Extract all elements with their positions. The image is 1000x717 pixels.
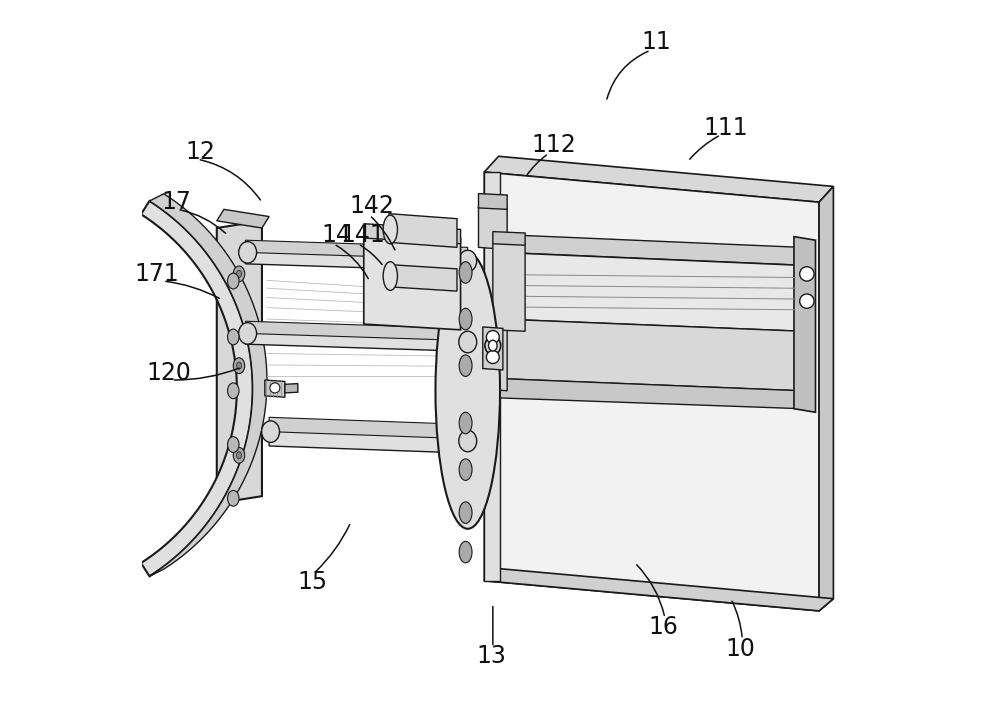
Ellipse shape — [459, 459, 472, 480]
Ellipse shape — [228, 383, 239, 399]
Ellipse shape — [233, 266, 245, 282]
Polygon shape — [217, 209, 269, 228]
Polygon shape — [149, 194, 267, 576]
Text: 10: 10 — [725, 637, 755, 661]
Polygon shape — [265, 380, 285, 397]
Polygon shape — [389, 265, 457, 291]
Polygon shape — [141, 201, 253, 576]
Text: 171: 171 — [135, 262, 180, 286]
Ellipse shape — [459, 331, 477, 353]
Ellipse shape — [228, 437, 239, 452]
Polygon shape — [483, 327, 503, 370]
Ellipse shape — [489, 341, 497, 351]
Ellipse shape — [383, 215, 397, 244]
Polygon shape — [269, 417, 468, 439]
Text: 14: 14 — [322, 223, 351, 247]
Polygon shape — [245, 326, 468, 351]
Ellipse shape — [485, 337, 501, 354]
Ellipse shape — [459, 308, 472, 330]
Text: 16: 16 — [649, 615, 678, 640]
Text: 17: 17 — [161, 190, 191, 214]
Text: 13: 13 — [476, 644, 506, 668]
Polygon shape — [484, 172, 500, 581]
Polygon shape — [500, 319, 801, 391]
Polygon shape — [389, 214, 457, 247]
Circle shape — [800, 267, 814, 281]
Polygon shape — [478, 194, 507, 209]
Ellipse shape — [228, 490, 239, 506]
Ellipse shape — [459, 412, 472, 434]
Polygon shape — [245, 240, 468, 260]
Polygon shape — [484, 172, 819, 611]
Ellipse shape — [383, 262, 397, 290]
Text: 112: 112 — [531, 133, 576, 157]
Ellipse shape — [233, 447, 245, 463]
Text: 15: 15 — [297, 570, 327, 594]
Ellipse shape — [459, 430, 477, 452]
Ellipse shape — [237, 452, 242, 459]
Polygon shape — [269, 424, 468, 453]
Ellipse shape — [237, 270, 242, 277]
Polygon shape — [484, 569, 833, 611]
Ellipse shape — [459, 541, 472, 563]
Ellipse shape — [459, 355, 472, 376]
Polygon shape — [285, 384, 298, 393]
Polygon shape — [364, 232, 461, 330]
Polygon shape — [493, 232, 525, 245]
Ellipse shape — [262, 421, 280, 442]
Polygon shape — [478, 322, 507, 391]
Circle shape — [800, 294, 814, 308]
Ellipse shape — [459, 502, 472, 523]
Ellipse shape — [239, 323, 257, 344]
Polygon shape — [245, 245, 468, 271]
Polygon shape — [500, 252, 801, 331]
Polygon shape — [819, 186, 833, 611]
Polygon shape — [500, 379, 801, 409]
Circle shape — [270, 383, 280, 393]
Polygon shape — [478, 206, 507, 250]
Circle shape — [486, 331, 499, 343]
Text: 120: 120 — [146, 361, 191, 385]
Ellipse shape — [435, 252, 500, 529]
Text: 12: 12 — [185, 140, 215, 164]
Polygon shape — [500, 234, 801, 265]
Polygon shape — [794, 237, 815, 412]
Ellipse shape — [239, 242, 257, 263]
Ellipse shape — [237, 362, 242, 369]
Polygon shape — [493, 242, 525, 331]
Polygon shape — [364, 224, 461, 244]
Text: 142: 142 — [350, 194, 395, 219]
Ellipse shape — [459, 250, 477, 272]
Polygon shape — [245, 321, 468, 341]
Text: 11: 11 — [641, 29, 671, 54]
Ellipse shape — [228, 273, 239, 289]
Circle shape — [486, 351, 499, 364]
Text: 141: 141 — [340, 223, 385, 247]
Polygon shape — [484, 156, 833, 202]
Ellipse shape — [233, 358, 245, 374]
Ellipse shape — [459, 262, 472, 283]
Polygon shape — [217, 221, 262, 503]
Text: 111: 111 — [704, 115, 748, 140]
Ellipse shape — [228, 329, 239, 345]
